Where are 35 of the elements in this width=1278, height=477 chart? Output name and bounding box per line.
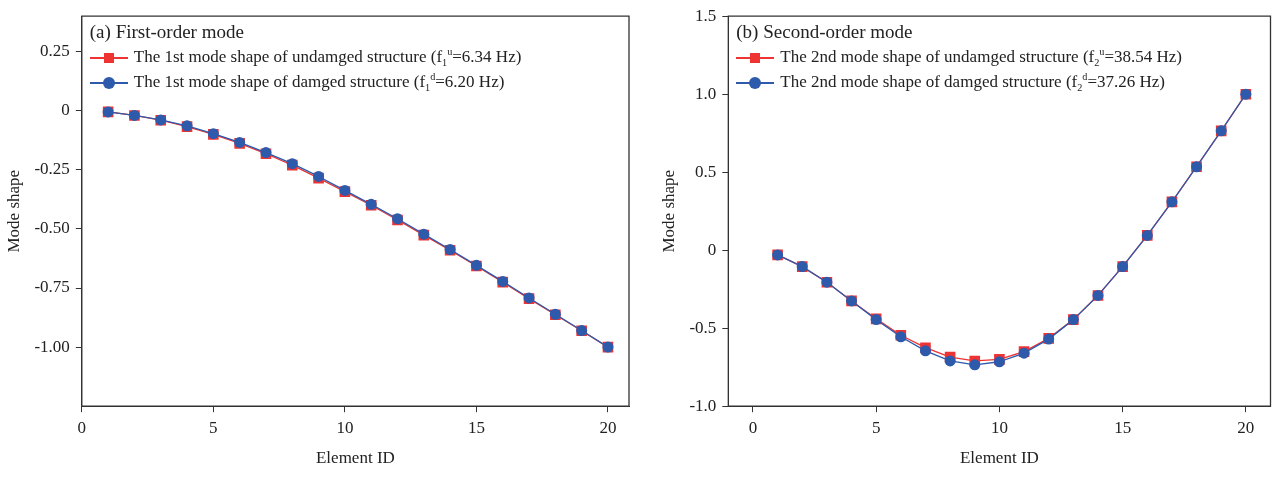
y-tick-label: -1.0 bbox=[689, 395, 717, 415]
x-axis-title: Element ID bbox=[959, 448, 1039, 468]
legend-label: The 2nd mode shape of damged structure (f$_{2}$$^{d}$=37.26 Hz) bbox=[780, 71, 1165, 96]
x-tick-label: 5 bbox=[871, 417, 881, 437]
y-axis-title: Mode shape bbox=[658, 169, 678, 253]
legend-label: The 1st mode shape of damged structure (f$_{1}$$^{d}$=6.20 Hz) bbox=[133, 71, 505, 96]
y-tick-label: -0.75 bbox=[34, 277, 70, 297]
y-tick-label: 0 bbox=[707, 239, 717, 259]
point bbox=[919, 345, 931, 357]
point bbox=[944, 355, 956, 367]
x-axis-title: Element ID bbox=[315, 448, 395, 468]
y-tick-label: 0 bbox=[61, 100, 70, 120]
chart-title: (b) Second-order mode bbox=[736, 20, 914, 44]
y-tick-label: 1.5 bbox=[695, 5, 717, 25]
y-tick-label: -0.25 bbox=[34, 159, 70, 179]
x-tick-label: 10 bbox=[336, 417, 354, 437]
y-tick-label: -0.5 bbox=[689, 317, 717, 337]
y-tick-label: 0.5 bbox=[695, 161, 717, 181]
y-axis-title: Mode shape bbox=[3, 169, 23, 253]
x-tick-label: 20 bbox=[599, 417, 617, 437]
point bbox=[969, 359, 981, 371]
x-tick-label: 0 bbox=[748, 417, 758, 437]
y-tick-label: -1.00 bbox=[34, 336, 70, 356]
x-tick-label: 20 bbox=[1237, 417, 1255, 437]
y-tick-label: 0.25 bbox=[40, 41, 70, 61]
chart-title: (a) First-order mode bbox=[89, 20, 245, 44]
legend-label: The 2nd mode shape of undamged structure (f$_{2}$$^{u}$=38.54 Hz) bbox=[780, 46, 1182, 71]
legend-label: The 1st mode shape of undamged structure (f$_{1}$$^{u}$=6.34 Hz) bbox=[133, 46, 522, 71]
x-tick-label: 0 bbox=[77, 417, 87, 437]
y-tick-label: 1.0 bbox=[695, 83, 717, 103]
x-tick-label: 10 bbox=[990, 417, 1008, 437]
x-tick-label: 15 bbox=[467, 417, 485, 437]
x-tick-label: 5 bbox=[209, 417, 218, 437]
y-tick-label: -0.50 bbox=[34, 218, 70, 238]
x-tick-label: 15 bbox=[1114, 417, 1132, 437]
